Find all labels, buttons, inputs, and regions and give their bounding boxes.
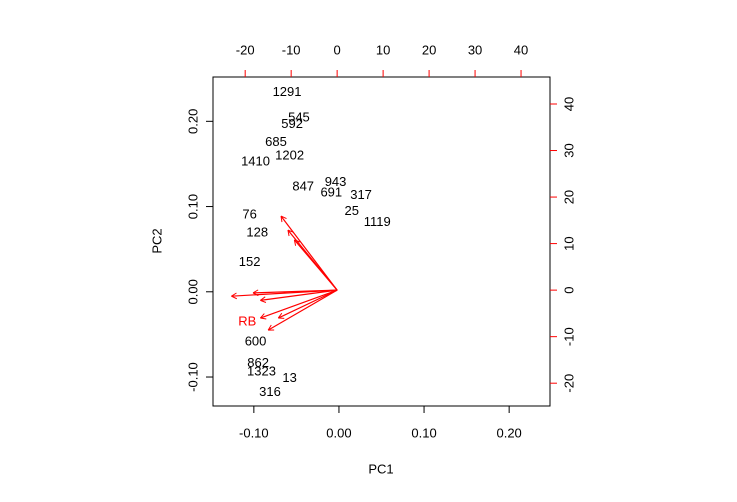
x-tick-label: 0.20 (496, 425, 521, 440)
right-tick-label: 30 (561, 143, 576, 157)
right-tick-label: -20 (561, 374, 576, 393)
top-tick-label: 10 (376, 42, 390, 57)
loading-arrow (252, 289, 338, 294)
point-label: 847 (292, 178, 314, 193)
top-tick-label: 30 (468, 42, 482, 57)
y-tick-label: 0.00 (185, 279, 200, 304)
point-label: 1291 (273, 84, 302, 99)
plot-frame (212, 76, 551, 407)
top-tick-label: 40 (514, 42, 528, 57)
loading-arrow (260, 289, 338, 301)
top-tick-label: 20 (422, 42, 436, 57)
y-tick-label: -0.10 (185, 362, 200, 392)
point-label: 592 (281, 116, 303, 131)
arrow-head (260, 296, 267, 303)
point-label: 13 (282, 370, 296, 385)
right-tick-label: -10 (561, 327, 576, 346)
arrow-head (287, 229, 294, 237)
y-axis-label: PC2 (149, 228, 164, 253)
top-tick-label: 0 (334, 42, 341, 57)
point-label: 545 (288, 109, 310, 124)
arrow-head (277, 312, 285, 319)
point-label: 316 (259, 384, 281, 399)
loading-arrow (293, 239, 338, 291)
top-tick-label: -20 (236, 42, 255, 57)
y-tick-label: 0.20 (185, 109, 200, 134)
right-tick-label: 40 (561, 97, 576, 111)
point-label: 76 (242, 207, 256, 222)
point-label: 862 (247, 355, 269, 370)
point-label: 128 (246, 224, 268, 239)
point-label: 152 (239, 254, 261, 269)
arrow-head (259, 313, 267, 320)
y-tick-label: 0.10 (185, 194, 200, 219)
point-label: 25 (344, 203, 358, 218)
x-tick-label: 0.00 (326, 425, 351, 440)
arrow-head (293, 239, 301, 246)
x-axis-label: PC1 (368, 461, 393, 476)
arrow-head (280, 215, 287, 223)
point-label: 1119 (364, 214, 391, 229)
loading-arrow (278, 289, 338, 319)
loading-label: RB (238, 313, 256, 328)
point-label: 1323 (247, 363, 276, 378)
arrow-head (231, 292, 238, 300)
point-label: 691 (320, 184, 342, 199)
right-tick-label: 20 (561, 190, 576, 204)
point-label: 1202 (275, 148, 304, 163)
arrow-head (252, 289, 259, 297)
point-label: 685 (265, 134, 287, 149)
right-tick-label: 10 (561, 236, 576, 250)
point-label: 943 (325, 174, 347, 189)
arrow-head (267, 324, 275, 331)
point-label: 600 (245, 334, 267, 349)
loading-arrow (260, 289, 338, 319)
top-tick-label: -10 (282, 42, 301, 57)
x-tick-label: -0.10 (239, 425, 269, 440)
loading-arrow (267, 289, 338, 331)
right-tick-label: 0 (561, 287, 576, 294)
x-tick-label: 0.10 (411, 425, 436, 440)
point-label: 317 (350, 187, 372, 202)
point-label: 1410 (241, 154, 270, 169)
